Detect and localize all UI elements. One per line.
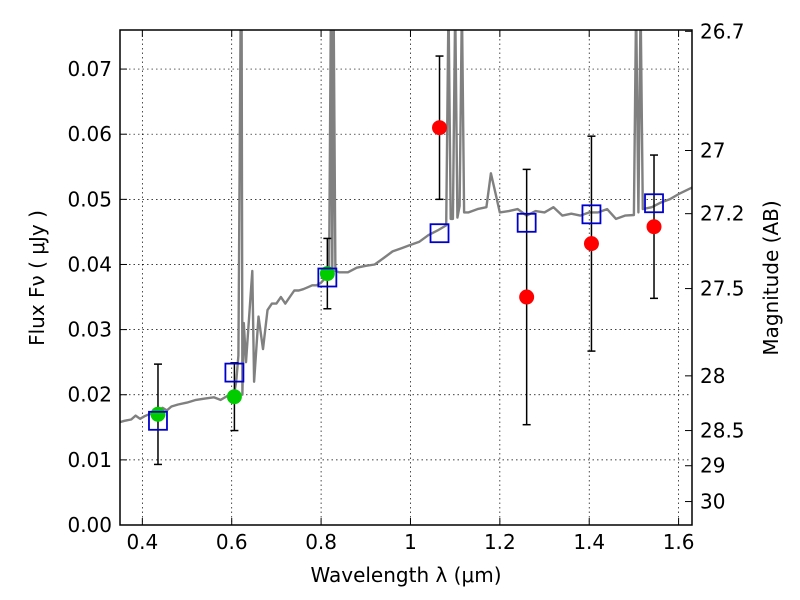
- x-tick-label: 0.4: [126, 530, 158, 554]
- data-point-square: [429, 223, 450, 244]
- right-tick-label: 28.5: [700, 419, 745, 443]
- data-point-square: [317, 267, 338, 288]
- data-point-square: [644, 193, 664, 214]
- data-point: [319, 266, 335, 282]
- right-tick-label: 26.7: [700, 19, 745, 43]
- spectrum-line: [120, 30, 692, 424]
- data-point: [432, 120, 448, 136]
- data-point-square: [516, 212, 537, 233]
- y-tick-label: 0.06: [67, 122, 112, 146]
- right-tick-label: 28: [700, 364, 725, 388]
- right-tick-label: 27.5: [700, 277, 745, 301]
- right-tick-label: 30: [700, 490, 725, 514]
- marks-layer: [148, 55, 664, 466]
- data-point: [150, 406, 166, 422]
- ticks-layer: 0.4 0.6 0.8 1 1.2 1.4 1.6 0.00 0.01 0.02 0.03 0.04 0…: [67, 19, 744, 554]
- y-axis-right-label: Magnitude (AB): [759, 200, 783, 355]
- data-point-square: [581, 204, 602, 225]
- data-point: [646, 219, 662, 235]
- y-tick-label: 0.04: [67, 252, 112, 276]
- data-point-square: [224, 362, 245, 383]
- x-tick-label: 0.8: [305, 530, 337, 554]
- x-tick-label: 1: [404, 530, 417, 554]
- y-tick-label: 0.03: [67, 318, 112, 342]
- x-axis-label: Wavelength λ (μm): [310, 563, 501, 587]
- y-tick-label: 0.05: [67, 187, 112, 211]
- data-point-square: [148, 410, 168, 431]
- right-tick-label: 27.2: [700, 202, 745, 226]
- y-tick-label: 0.00: [67, 513, 112, 537]
- data-point: [519, 289, 535, 305]
- right-tick-label: 27: [700, 138, 725, 162]
- y-tick-label: 0.01: [67, 448, 112, 472]
- spectrum-layer: [120, 30, 692, 424]
- x-tick-label: 1.6: [663, 530, 695, 554]
- x-tick-label: 0.6: [216, 530, 248, 554]
- right-tick-label: 29: [700, 454, 725, 478]
- y-tick-label: 0.02: [67, 383, 112, 407]
- data-point: [226, 389, 242, 405]
- y-axis-label: Flux Fν ( μJy ): [25, 210, 49, 346]
- grid-layer: [120, 30, 692, 526]
- y-tick-label: 0.07: [67, 57, 112, 81]
- plot-frame: [119, 29, 693, 526]
- x-tick-label: 1.4: [573, 530, 605, 554]
- x-tick-label: 1.2: [484, 530, 516, 554]
- data-point: [583, 236, 599, 252]
